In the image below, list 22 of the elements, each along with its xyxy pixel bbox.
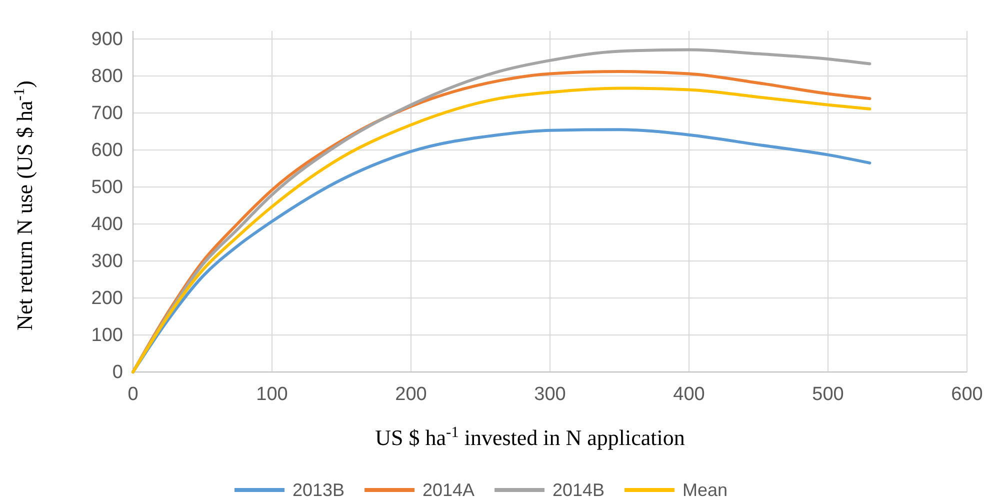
x-tick-label: 100: [256, 384, 288, 405]
x-axis-title: US $ ha$^{-1}$ invested in N application: [375, 424, 685, 450]
y-tick-label: 700: [91, 103, 123, 124]
legend-label: 2014B: [552, 480, 605, 500]
legend-label: 2014A: [422, 480, 475, 500]
x-tick-label: 300: [534, 384, 566, 405]
x-tick-label: 600: [951, 384, 983, 405]
legend-label: Mean: [682, 480, 728, 500]
y-tick-label: 500: [91, 177, 123, 198]
y-tick-label: 400: [91, 214, 123, 235]
y-tick-label: 800: [91, 66, 123, 87]
x-tick-label: 200: [395, 384, 427, 405]
y-tick-label: 600: [91, 140, 123, 161]
x-tick-label: 400: [673, 384, 705, 405]
y-tick-label: 100: [91, 325, 123, 346]
y-tick-label: 200: [91, 288, 123, 309]
y-tick-label: 300: [91, 251, 123, 272]
y-tick-label: 900: [91, 29, 123, 50]
legend-label: 2013B: [292, 480, 345, 500]
y-tick-label: 0: [112, 362, 123, 383]
x-tick-label: 0: [128, 384, 138, 405]
x-tick-label: 500: [812, 384, 844, 405]
